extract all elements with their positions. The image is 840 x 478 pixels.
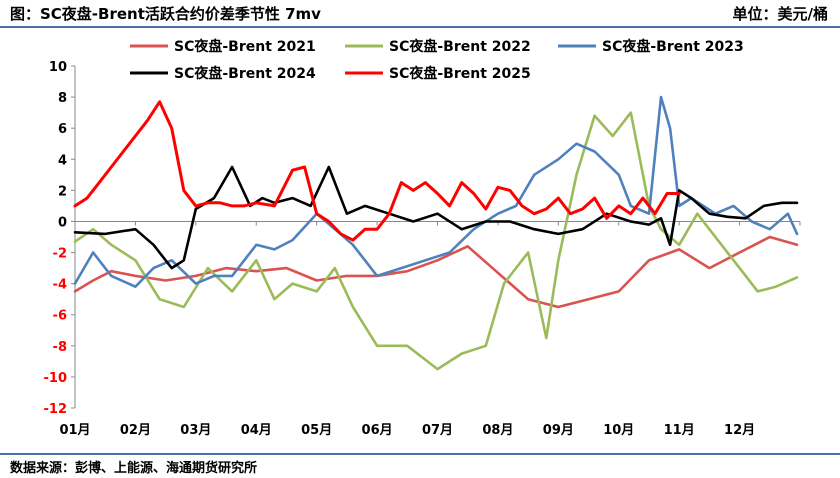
- chart: SC夜盘-Brent 2021 SC夜盘-Brent 2022 SC夜盘-Brent…: [44, 38, 801, 438]
- y-tick-label: -4: [53, 278, 67, 293]
- y-tick-label: -8: [53, 340, 67, 355]
- x-tick-label: 07月: [422, 423, 453, 438]
- legend-label: SC夜盘-Brent 2022: [389, 38, 531, 55]
- top-rule: [0, 26, 840, 28]
- series-line-1: [73, 235, 799, 309]
- y-tick-label: -2: [53, 247, 67, 262]
- legend-label: SC夜盘-Brent 2024: [174, 65, 316, 82]
- legend: SC夜盘-Brent 2021 SC夜盘-Brent 2022 SC夜盘-Brent…: [130, 38, 744, 82]
- y-tick-label: 2: [58, 184, 67, 199]
- x-tick-label: 06月: [362, 423, 393, 438]
- y-tick-label: -10: [44, 371, 68, 386]
- series-line-5: [73, 100, 681, 242]
- source-note: 数据来源：彭博、上能源、海通期货研究所: [10, 461, 258, 476]
- y-tick-label: 6: [58, 122, 67, 137]
- unit-label: 单位：美元/桶: [732, 5, 828, 23]
- x-tick-label: 02月: [120, 423, 151, 438]
- chart-title: 图：SC夜盘-Brent活跃合约价差季节性 7mv: [10, 5, 321, 23]
- x-tick-label: 09月: [543, 423, 574, 438]
- series-line-2: [73, 111, 799, 371]
- bottom-rule: [0, 453, 840, 455]
- y-tick-label: -6: [53, 309, 67, 324]
- y-tick-label: 8: [58, 91, 67, 106]
- axes: -12 -10 -8 -6 -4 -2 0 2 4 6 8 10 01月 02月 03月 04月 05月 06月 0…: [44, 60, 801, 438]
- y-tick-label: -12: [44, 402, 68, 417]
- x-tick-label: 10月: [603, 423, 634, 438]
- x-tick-label: 01月: [59, 423, 90, 438]
- x-tick-label: 08月: [482, 423, 513, 438]
- x-tick-label: 11月: [664, 423, 695, 438]
- x-tick-label: 03月: [180, 423, 211, 438]
- series-lines: [73, 95, 799, 371]
- legend-label: SC夜盘-Brent 2021: [174, 38, 316, 55]
- y-tick-label: 0: [58, 215, 67, 230]
- y-tick-label: 4: [58, 153, 67, 168]
- legend-label: SC夜盘-Brent 2025: [389, 65, 531, 82]
- x-tick-label: 05月: [301, 423, 332, 438]
- x-tick-label: 04月: [241, 423, 272, 438]
- x-tick-label: 12月: [724, 423, 755, 438]
- y-tick-label: 10: [49, 60, 67, 75]
- legend-label: SC夜盘-Brent 2023: [602, 38, 744, 55]
- title-bar: 图：SC夜盘-Brent活跃合约价差季节性 7mv 单位：美元/桶: [0, 0, 840, 26]
